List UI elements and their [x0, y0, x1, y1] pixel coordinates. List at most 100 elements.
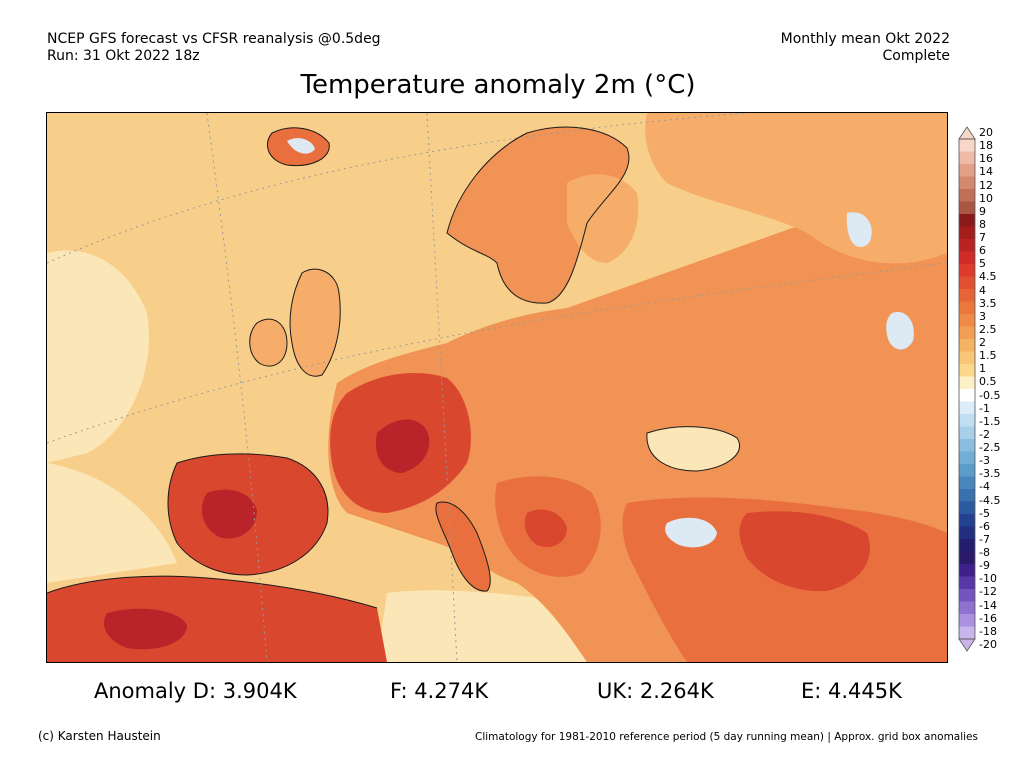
colorbar-label: 2.5 — [979, 322, 997, 336]
colorbar-label: -5 — [979, 506, 990, 520]
colorbar-swatch — [959, 489, 975, 502]
colorbar-swatch — [959, 214, 975, 227]
colorbar-label: -3.5 — [979, 467, 1001, 481]
stat-germany: Anomaly D: 3.904K — [94, 679, 297, 703]
colorbar-swatch — [959, 476, 975, 490]
colorbar-swatch — [959, 164, 975, 177]
colorbar-swatch — [959, 151, 975, 165]
iberia-hotspot — [201, 489, 257, 539]
colorbar-swatch — [959, 351, 975, 365]
header-right: Monthly mean Okt 2022 Complete — [781, 31, 950, 65]
colorbar-top-arrow — [958, 126, 976, 140]
stat-france: F: 4.274K — [390, 679, 489, 703]
colorbar-swatch — [959, 239, 975, 252]
climatology-note: Climatology for 1981-2010 reference peri… — [475, 731, 978, 743]
finland — [567, 174, 639, 263]
black-sea — [646, 426, 740, 471]
balkans-hotspot — [524, 509, 567, 548]
colorbar-swatch — [959, 501, 975, 515]
colorbar-label: -14 — [979, 598, 997, 612]
colorbar-swatch — [959, 626, 975, 640]
colorbar-swatch — [959, 139, 975, 152]
colorbar-label: -18 — [979, 624, 997, 638]
colorbar-swatch — [959, 601, 975, 615]
colorbar-label: 9 — [979, 204, 986, 218]
colorbar-swatch — [959, 364, 975, 377]
colorbar-labels: 20 18 16 14 12 10 9 8 7 6 5 4.5 4 3.5 3 2.5 2 1.5 1 0.5 -0.5… — [979, 127, 1024, 651]
run-time: Run: 31 Okt 2022 18z — [47, 48, 200, 64]
atlantic-pale-patch-south — [47, 463, 177, 583]
colorbar-outline — [958, 138, 976, 640]
ireland — [249, 319, 287, 367]
graticule-line — [426, 113, 458, 662]
coastlines — [47, 126, 740, 609]
colorbar-label: -16 — [979, 611, 997, 625]
colorbar-swatch — [959, 326, 975, 340]
colorbar-swatch — [959, 339, 975, 352]
colorbar-label: -8 — [979, 546, 990, 560]
colorbar-swatch — [959, 264, 975, 277]
colorbar-label: 10 — [979, 191, 993, 205]
colorbar-label: 3.5 — [979, 296, 997, 310]
colorbar-label: -7 — [979, 532, 990, 546]
colorbar-label: -6 — [979, 519, 990, 533]
colorbar-swatch — [959, 539, 975, 552]
colorbar-swatch — [959, 576, 975, 590]
period-label: Monthly mean Okt 2022 — [780, 31, 950, 47]
colorbar-swatch — [959, 526, 975, 540]
colorbar-label: -4 — [979, 480, 990, 494]
colorbar-swatch — [959, 314, 975, 327]
colorbar-swatch — [959, 189, 975, 202]
colorbar-swatch — [959, 589, 975, 602]
colorbar-label: 16 — [979, 152, 993, 166]
colorbar-swatch — [959, 276, 975, 290]
alps-hotspot — [375, 419, 430, 473]
header-left: NCEP GFS forecast vs CFSR reanalysis @0.… — [47, 31, 381, 65]
colorbar-swatch — [959, 426, 975, 440]
colorbar-swatch — [959, 226, 975, 240]
graticule-line — [47, 113, 748, 264]
colorbar-label: -3 — [979, 454, 990, 468]
colorbar-swatch — [959, 251, 975, 265]
colorbar-swatch — [959, 564, 975, 577]
colorbar-swatch — [959, 201, 975, 215]
completion-status: Complete — [882, 48, 950, 64]
colorbar-swatch — [959, 514, 975, 527]
atlantic-pale-patch — [47, 250, 149, 463]
northern-russia — [645, 113, 947, 264]
russia-cool-patch — [846, 212, 872, 248]
colorbar-label: -2.5 — [979, 441, 1001, 455]
stat-uk: UK: 2.264K — [597, 679, 714, 703]
colorbar-swatch — [959, 289, 975, 302]
colorbar-label: 18 — [979, 139, 993, 153]
map-title: Temperature anomaly 2m (°C) — [300, 70, 696, 100]
colorbar-label: 20 — [979, 126, 993, 139]
colorbar-swatch — [959, 176, 975, 190]
colorbar-swatches — [959, 139, 975, 640]
colorbar-label: 4.5 — [979, 270, 997, 284]
colorbar-label: 2 — [979, 336, 986, 350]
colorbar-label: 12 — [979, 178, 993, 192]
colorbar-label: 7 — [979, 231, 986, 245]
colorbar-swatch — [959, 389, 975, 402]
colorbar-label: -10 — [979, 572, 997, 586]
graticule-line — [47, 262, 947, 444]
north-africa-hotspot — [103, 608, 187, 650]
anatolia-cool-patch — [665, 517, 717, 548]
colorbar-label: 4 — [979, 283, 986, 297]
colorbar-swatch — [959, 614, 975, 627]
colorbar-swatch — [959, 301, 975, 315]
anomaly-stats: Anomaly D: 3.904K F: 4.274K UK: 2.264K E… — [0, 679, 1024, 709]
italy — [435, 502, 491, 592]
iceland-cool-patch — [287, 138, 315, 154]
stat-spain: E: 4.445K — [801, 679, 902, 703]
colorbar-swatch — [959, 451, 975, 465]
great-britain — [290, 269, 341, 377]
colorbar-label: -1 — [979, 401, 990, 415]
colorbar-label: 1 — [979, 362, 986, 376]
colorbar-label: 0.5 — [979, 375, 997, 389]
colorbar-swatch — [959, 439, 975, 452]
anomaly-map-graphic — [47, 113, 947, 662]
colorbar-swatch — [959, 401, 975, 415]
colorbar-swatch — [959, 376, 975, 390]
